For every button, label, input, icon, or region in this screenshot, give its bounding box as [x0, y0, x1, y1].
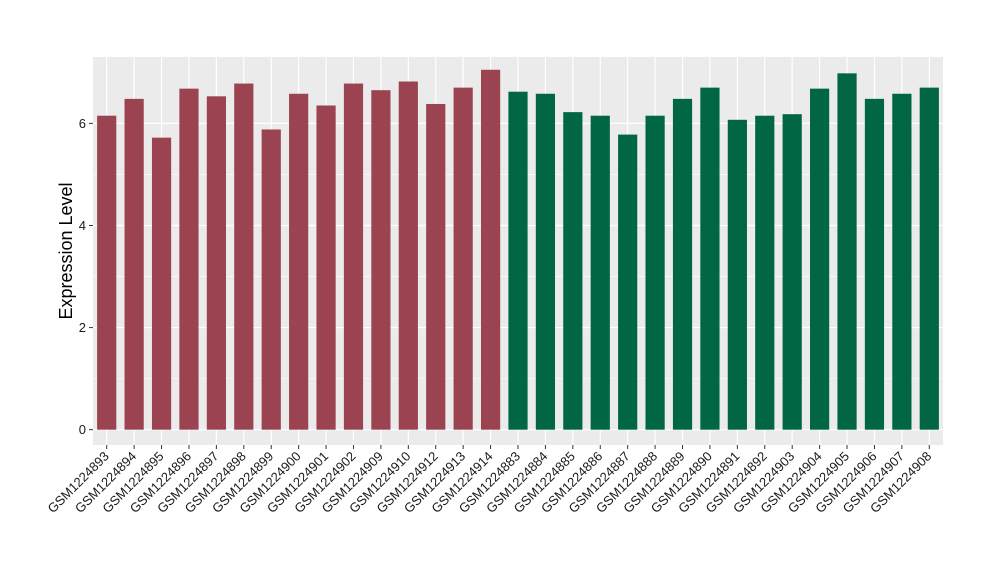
- bar: [535, 93, 556, 430]
- bar: [892, 93, 912, 430]
- bar: [755, 115, 775, 430]
- bar: [508, 91, 528, 430]
- bar: [371, 90, 391, 430]
- y-axis-title: Expression Level: [56, 182, 76, 319]
- bar: [289, 93, 309, 430]
- y-axis: 0 2 4 6: [79, 116, 93, 437]
- bar: [343, 83, 364, 430]
- bar: [124, 98, 144, 430]
- bar: [234, 83, 254, 430]
- bar: [837, 73, 857, 430]
- bar: [618, 134, 638, 430]
- bar: [700, 87, 720, 430]
- x-axis: GSM1224893GSM1224894GSM1224895GSM1224896…: [44, 445, 934, 516]
- bar: [261, 129, 281, 430]
- y-tick-label: 6: [79, 116, 86, 131]
- bar: [179, 88, 199, 430]
- bar: [672, 98, 693, 430]
- bar: [97, 115, 117, 430]
- bar: [206, 96, 226, 430]
- bar: [782, 114, 802, 430]
- bar: [810, 88, 830, 430]
- bar: [151, 137, 172, 430]
- bar: [919, 87, 939, 430]
- bar: [864, 98, 885, 430]
- bar: [645, 115, 665, 430]
- y-tick-label: 2: [79, 320, 86, 335]
- bar: [563, 112, 583, 430]
- bar: [398, 81, 418, 430]
- y-tick-label: 4: [79, 218, 86, 233]
- bars: [97, 69, 939, 430]
- bar: [727, 119, 747, 430]
- bar: [426, 103, 446, 430]
- y-tick-label: 0: [79, 422, 86, 437]
- bar: [316, 105, 336, 430]
- bar: [590, 115, 610, 430]
- bar: [480, 69, 501, 430]
- bar: [453, 87, 473, 430]
